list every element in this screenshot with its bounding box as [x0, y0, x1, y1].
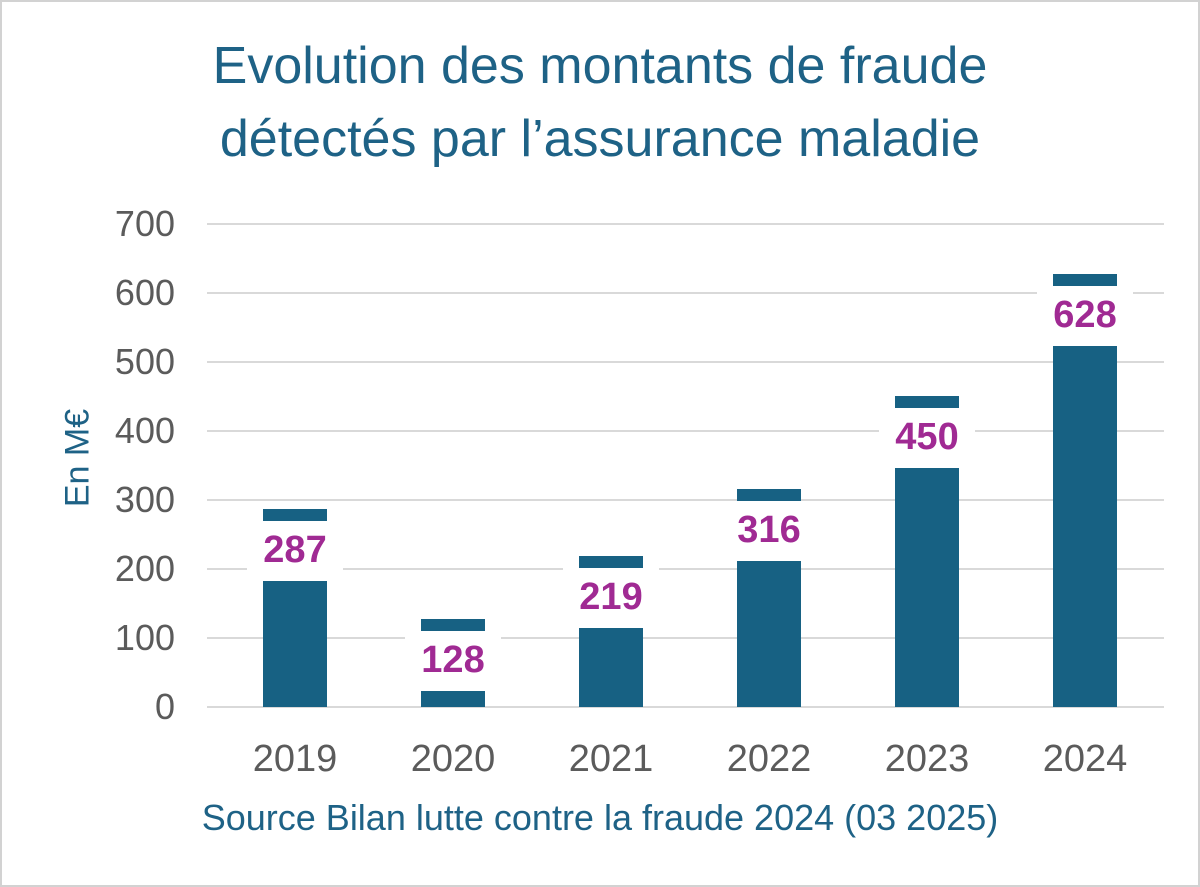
bar-2024: 628: [1037, 274, 1133, 707]
bar-2021: 219: [563, 556, 659, 707]
x-tick-label-2024: 2024: [1042, 738, 1128, 780]
bar-2023: 450: [879, 396, 975, 707]
gridline-0: [207, 706, 1164, 708]
y-tick-label-0: 0: [154, 686, 175, 727]
bar-label-box-2019: 287: [247, 521, 343, 581]
bar-value-label-2019: 287: [263, 529, 327, 571]
bar-value-label-2020: 128: [421, 639, 485, 681]
x-tick-label-2019: 2019: [252, 738, 338, 780]
chart-title-line-2: détectés par l’assurance maladie: [219, 110, 981, 168]
x-tick-label-2021: 2021: [568, 738, 654, 780]
bar-2022: 316: [721, 489, 817, 707]
bar-2019: 287: [247, 509, 343, 707]
y-tick-label-100: 100: [114, 617, 175, 658]
gridline-100: [207, 637, 1164, 639]
y-tick-label-300: 300: [114, 479, 175, 520]
gridline-400: [207, 430, 1164, 432]
bar-value-label-2021: 219: [579, 576, 643, 618]
gridline-600: [207, 292, 1164, 294]
bar-2020: 128: [405, 619, 501, 707]
y-tick-label-600: 600: [114, 272, 175, 313]
chart-title-line-1: Evolution des montants de fraude: [212, 37, 988, 95]
y-tick-label-400: 400: [114, 410, 175, 451]
gridline-500: [207, 361, 1164, 363]
bar-label-box-2023: 450: [879, 408, 975, 468]
y-axis-tick-labels: 0 100 200 300 400 500 600 700: [2, 203, 175, 727]
bar-label-box-2020: 128: [405, 631, 501, 691]
bar-label-box-2024: 628: [1037, 286, 1133, 346]
bar-value-label-2024: 628: [1053, 294, 1117, 336]
y-tick-label-700: 700: [114, 203, 175, 244]
x-tick-label-2023: 2023: [884, 738, 970, 780]
chart-title: Evolution des montants de fraude détecté…: [2, 30, 1198, 176]
gridline-300: [207, 499, 1164, 501]
x-tick-label-2020: 2020: [410, 738, 496, 780]
bar-label-box-2021: 219: [563, 568, 659, 628]
y-tick-label-500: 500: [114, 341, 175, 382]
gridline-200: [207, 568, 1164, 570]
x-tick-label-2022: 2022: [726, 738, 812, 780]
x-axis-tick-labels: 2019 2020 2021 2022 2023 2024: [207, 737, 1164, 787]
bar-value-label-2023: 450: [895, 416, 959, 458]
source-caption: Source Bilan lutte contre la fraude 2024…: [201, 797, 999, 838]
bar-value-label-2022: 316: [737, 509, 801, 551]
gridline-700: [207, 223, 1164, 225]
y-tick-label-200: 200: [114, 548, 175, 589]
bar-label-box-2022: 316: [721, 501, 817, 561]
plot-area: 287 128 219 316 450 628: [207, 223, 1164, 708]
